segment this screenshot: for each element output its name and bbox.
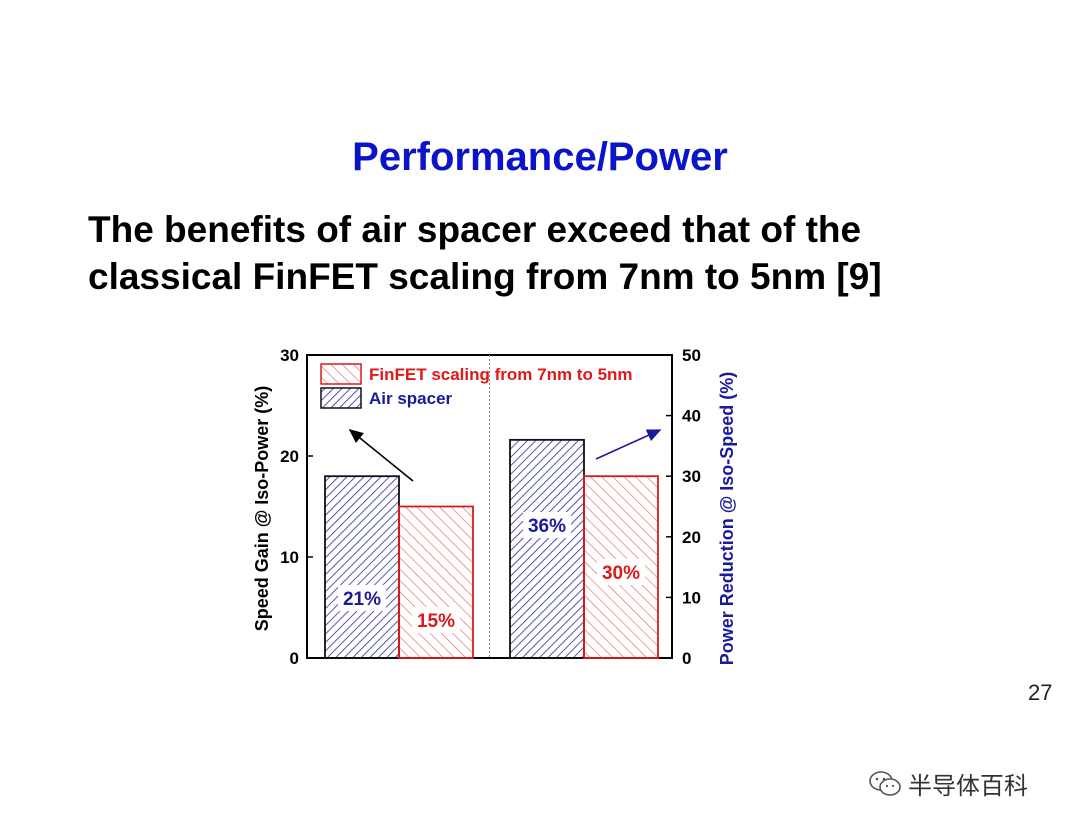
right-tick-label: 20 bbox=[682, 528, 701, 547]
subtitle-line-2: classical FinFET scaling from 7nm to 5nm… bbox=[88, 256, 882, 297]
bar-finfet bbox=[398, 505, 474, 659]
data-label: 36% bbox=[528, 516, 566, 537]
trend-arrow-right bbox=[595, 429, 662, 460]
right-tick-label: 50 bbox=[682, 346, 701, 365]
data-label-bg bbox=[412, 607, 460, 633]
trend-arrow-left bbox=[348, 428, 414, 482]
bar-air-spacer bbox=[324, 475, 400, 659]
data-label: 15% bbox=[417, 611, 455, 632]
left-tick-label: 20 bbox=[280, 447, 299, 466]
watermark-text: 半导体百科 bbox=[908, 772, 1028, 800]
left-tick-label: 0 bbox=[290, 649, 299, 668]
data-label-bg bbox=[597, 559, 645, 585]
left-tick-label: 30 bbox=[280, 346, 299, 365]
data-label-bg bbox=[338, 585, 386, 611]
data-label: 30% bbox=[602, 563, 640, 584]
legend-swatch-finfet bbox=[320, 363, 362, 385]
data-label: 21% bbox=[343, 589, 381, 610]
slide-subtitle: The benefits of air spacer exceed that o… bbox=[88, 206, 1048, 300]
left-axis-label: Speed Gain @ Iso-Power (%) bbox=[252, 386, 272, 632]
right-axis-label: Power Reduction @ Iso-Speed (%) bbox=[717, 372, 737, 666]
watermark: 半导体百科 bbox=[868, 766, 1028, 801]
left-tick-label: 10 bbox=[280, 548, 299, 567]
legend-label: Air spacer bbox=[369, 389, 453, 408]
right-tick-label: 10 bbox=[682, 588, 701, 607]
bar-air-spacer bbox=[509, 438, 585, 659]
legend-swatch-air-spacer bbox=[320, 387, 362, 409]
right-tick-label: 30 bbox=[682, 467, 701, 486]
data-label-bg bbox=[523, 512, 571, 538]
page-number: 27 bbox=[1028, 680, 1053, 705]
subtitle-line-1: The benefits of air spacer exceed that o… bbox=[88, 209, 862, 250]
right-tick-label: 40 bbox=[682, 407, 701, 426]
right-tick-label: 0 bbox=[682, 649, 691, 668]
wechat-icon bbox=[869, 770, 901, 796]
legend-label: FinFET scaling from 7nm to 5nm bbox=[369, 365, 633, 384]
slide-title: Performance/Power bbox=[352, 135, 728, 179]
